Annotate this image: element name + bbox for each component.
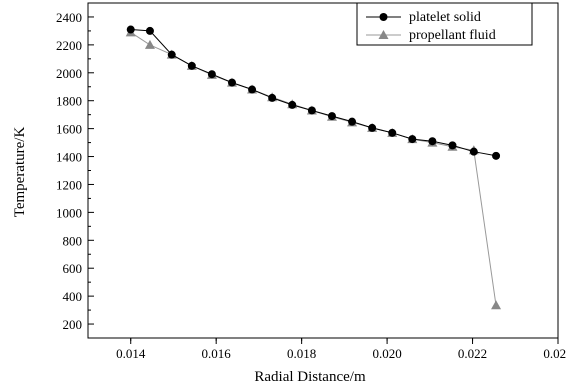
y-tick-label: 1800 (56, 94, 82, 109)
legend-label-platelet-solid: platelet solid (409, 10, 481, 25)
x-tick-label: 0.018 (287, 346, 316, 361)
y-axis: 200 400 600 800 1000 1200 1400 1600 1800 2000 2200… (56, 10, 94, 332)
plot-frame (87, 2, 559, 339)
series-propellant-fluid (125, 27, 502, 310)
y-tick-label: 1200 (56, 177, 82, 192)
point-platelet-solid (368, 123, 377, 132)
y-tick-label: 1400 (56, 150, 82, 165)
point-propellant-fluid (491, 300, 502, 310)
point-platelet-solid (307, 106, 316, 115)
x-tick-label: 0.024 (543, 346, 566, 361)
y-tick-label: 800 (63, 233, 83, 248)
point-platelet-solid (248, 85, 257, 94)
series-line-propellant-fluid (130, 31, 497, 306)
point-platelet-solid (288, 100, 297, 109)
point-platelet-solid (408, 135, 417, 144)
x-tick-label: 0.022 (458, 346, 487, 361)
legend: platelet solid propellant fluid (356, 2, 533, 46)
legend-marker-platelet-solid (379, 13, 388, 21)
point-platelet-solid (492, 151, 501, 160)
point-platelet-solid (268, 93, 277, 102)
legend-label-propellant-fluid: propellant fluid (409, 28, 496, 43)
y-tick-label: 600 (63, 261, 83, 276)
y-tick-label: 2400 (56, 10, 82, 25)
point-platelet-solid (207, 70, 216, 79)
point-platelet-solid (187, 61, 196, 70)
x-tick-label: 0.016 (202, 346, 232, 361)
point-platelet-solid (388, 128, 397, 137)
point-propellant-fluid (144, 39, 155, 49)
point-platelet-solid (167, 50, 176, 59)
y-tick-label: 200 (63, 317, 83, 332)
y-tick-label: 400 (63, 289, 83, 304)
point-platelet-solid (348, 117, 357, 126)
y-tick-label: 2200 (56, 38, 82, 53)
point-platelet-solid (469, 147, 478, 156)
y-axis-title: Temperature/K (12, 127, 28, 218)
y-tick-label: 1000 (56, 205, 82, 220)
point-platelet-solid (428, 137, 437, 146)
y-tick-label: 2000 (56, 66, 82, 81)
y-tick-label: 1600 (56, 122, 82, 137)
x-tick-label: 0.020 (372, 346, 401, 361)
point-platelet-solid (227, 78, 236, 87)
point-platelet-solid (145, 26, 154, 35)
point-platelet-solid (448, 141, 457, 150)
legend-marker-propellant-fluid (378, 30, 389, 39)
series-line-platelet-solid (130, 29, 497, 157)
x-axis-title: Radial Distance/m (254, 369, 366, 385)
series-platelet-solid (126, 25, 501, 160)
x-tick-label: 0.014 (116, 346, 146, 361)
series-layer (125, 25, 502, 310)
point-platelet-solid (126, 25, 135, 34)
x-axis: 0.014 0.016 0.018 0.020 0.022 0.024 (116, 338, 566, 361)
point-platelet-solid (327, 112, 336, 121)
